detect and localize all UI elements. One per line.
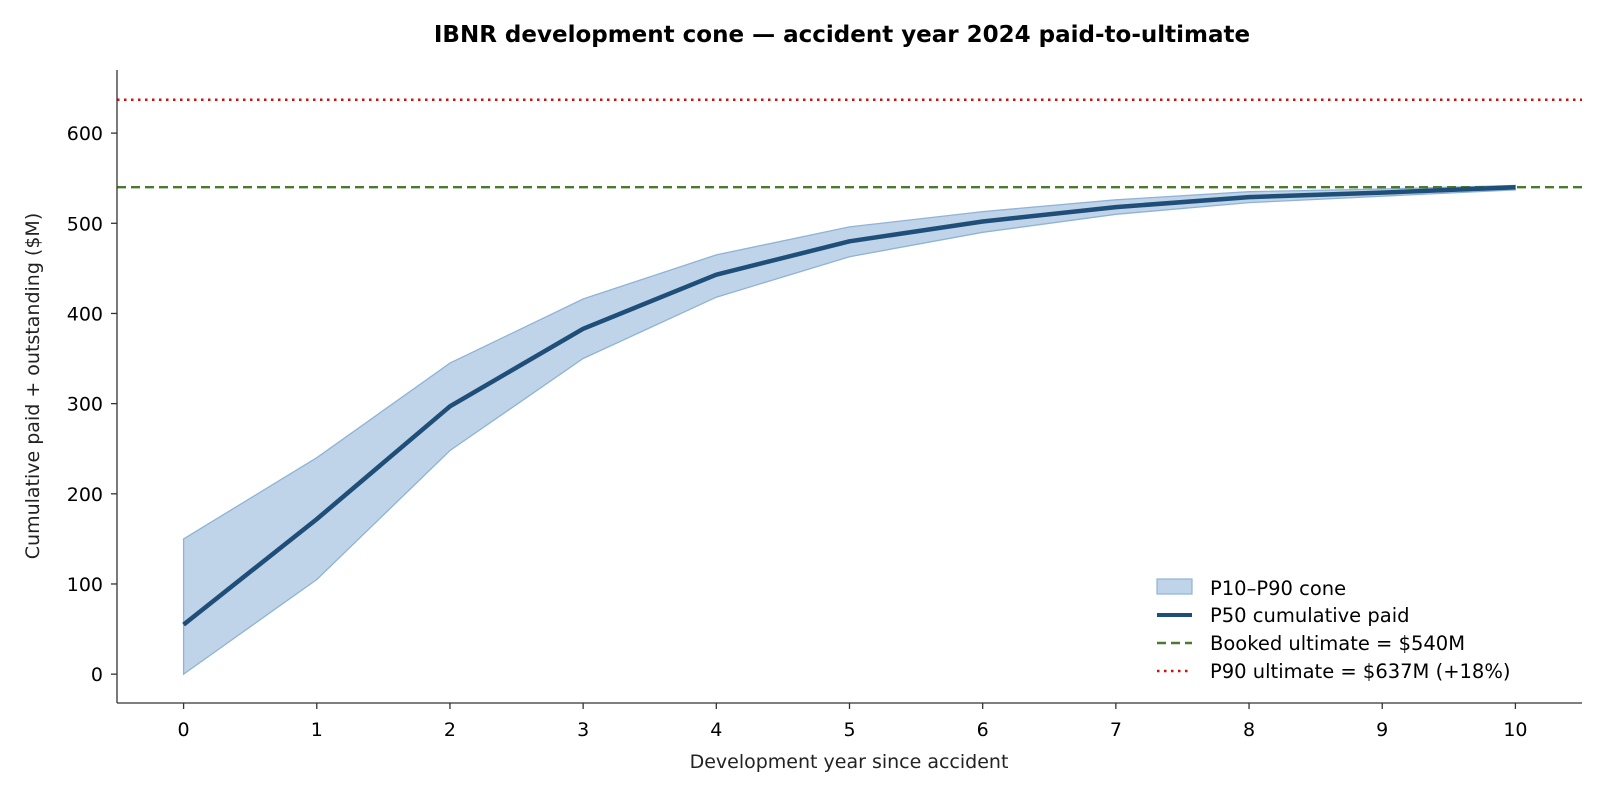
- x-tick-label: 4: [710, 719, 722, 741]
- legend-label-cone: P10–P90 cone: [1210, 577, 1346, 600]
- x-tick-label: 6: [977, 719, 989, 741]
- y-tick-label: 200: [67, 484, 103, 506]
- x-axis-label: Development year since accident: [690, 751, 1009, 773]
- chart-title: IBNR development cone — accident year 20…: [434, 22, 1250, 48]
- legend-swatch-cone: [1156, 578, 1193, 595]
- cone-band: [182, 184, 1517, 676]
- y-tick-label: 600: [67, 123, 103, 145]
- x-tick-label: 1: [311, 719, 323, 741]
- x-tick-label: 2: [444, 719, 456, 741]
- y-tick-label: 100: [67, 574, 103, 596]
- legend-label-p50: P50 cumulative paid: [1210, 604, 1410, 627]
- x-tick-label: 0: [178, 719, 190, 741]
- legend-label-booked: Booked ultimate = $540M: [1210, 632, 1465, 655]
- y-tick-label: 500: [67, 213, 103, 235]
- x-ticks: 0 1 2 3 4 5 6 7 8 9 10: [178, 703, 1528, 741]
- x-tick-label: 10: [1503, 719, 1527, 741]
- y-tick-label: 400: [67, 303, 103, 325]
- x-tick-label: 9: [1376, 719, 1388, 741]
- y-axis-label: Cumulative paid + outstanding ($M): [22, 213, 44, 559]
- p50-series-line: [182, 184, 1516, 627]
- plot-area: [117, 98, 1582, 676]
- x-tick-label: 8: [1243, 719, 1255, 741]
- x-tick-label: 5: [843, 719, 855, 741]
- legend: P10–P90 cone P50 cumulative paid Booked …: [1156, 577, 1510, 683]
- legend-label-p90: P90 ultimate = $637M (+18%): [1210, 660, 1510, 683]
- y-tick-label: 0: [91, 664, 103, 686]
- x-tick-label: 3: [577, 719, 589, 741]
- y-ticks: 0 100 200 300 400 500 600: [67, 123, 117, 686]
- y-tick-label: 300: [67, 394, 103, 416]
- x-tick-label: 7: [1110, 719, 1122, 741]
